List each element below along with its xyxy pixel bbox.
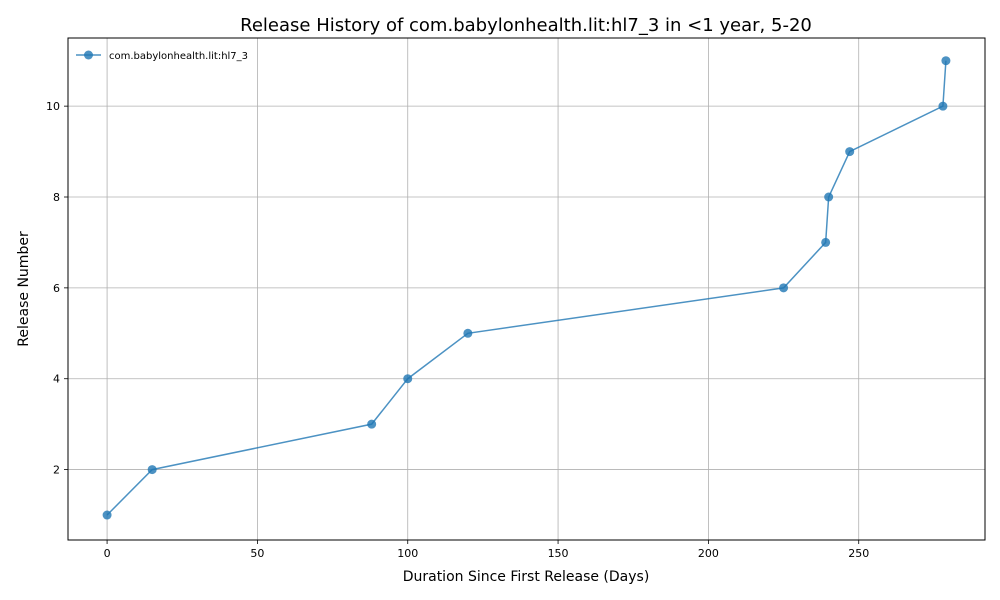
x-tick-label: 50 (250, 547, 264, 560)
y-tick-label: 10 (46, 100, 60, 113)
data-point (938, 101, 948, 111)
y-tick-label: 4 (53, 373, 60, 386)
data-point (941, 56, 951, 66)
y-axis-title: Release Number (16, 231, 32, 347)
legend-entry-label: com.babylonhealth.lit:hl7_3 (109, 51, 248, 62)
data-point (147, 465, 157, 475)
plot-frame (67, 37, 986, 541)
x-tick-label: 0 (104, 547, 111, 560)
x-tick-label: 250 (848, 547, 869, 560)
chart-title: Release History of com.babylonhealth.lit… (240, 15, 812, 36)
data-point (845, 147, 855, 157)
x-tick-label: 150 (548, 547, 569, 560)
x-tick-label: 100 (397, 547, 418, 560)
tick-layer: 0 50 100 150 200 250 2 4 6 8 10 (46, 100, 869, 560)
data-point (463, 328, 473, 338)
y-tick-label: 8 (53, 191, 60, 204)
x-axis-title: Duration Since First Release (Days) (403, 569, 650, 585)
data-point (403, 374, 413, 384)
series-layer (102, 56, 951, 520)
legend: com.babylonhealth.lit:hl7_3 (76, 50, 248, 62)
x-tick-label: 200 (698, 547, 719, 560)
data-point (779, 283, 789, 293)
data-point (367, 419, 377, 429)
data-point (824, 192, 834, 202)
y-tick-label: 6 (53, 282, 60, 295)
data-point (102, 510, 112, 520)
legend-point-marker (84, 50, 93, 60)
y-tick-label: 2 (53, 464, 60, 477)
data-point (821, 237, 831, 247)
